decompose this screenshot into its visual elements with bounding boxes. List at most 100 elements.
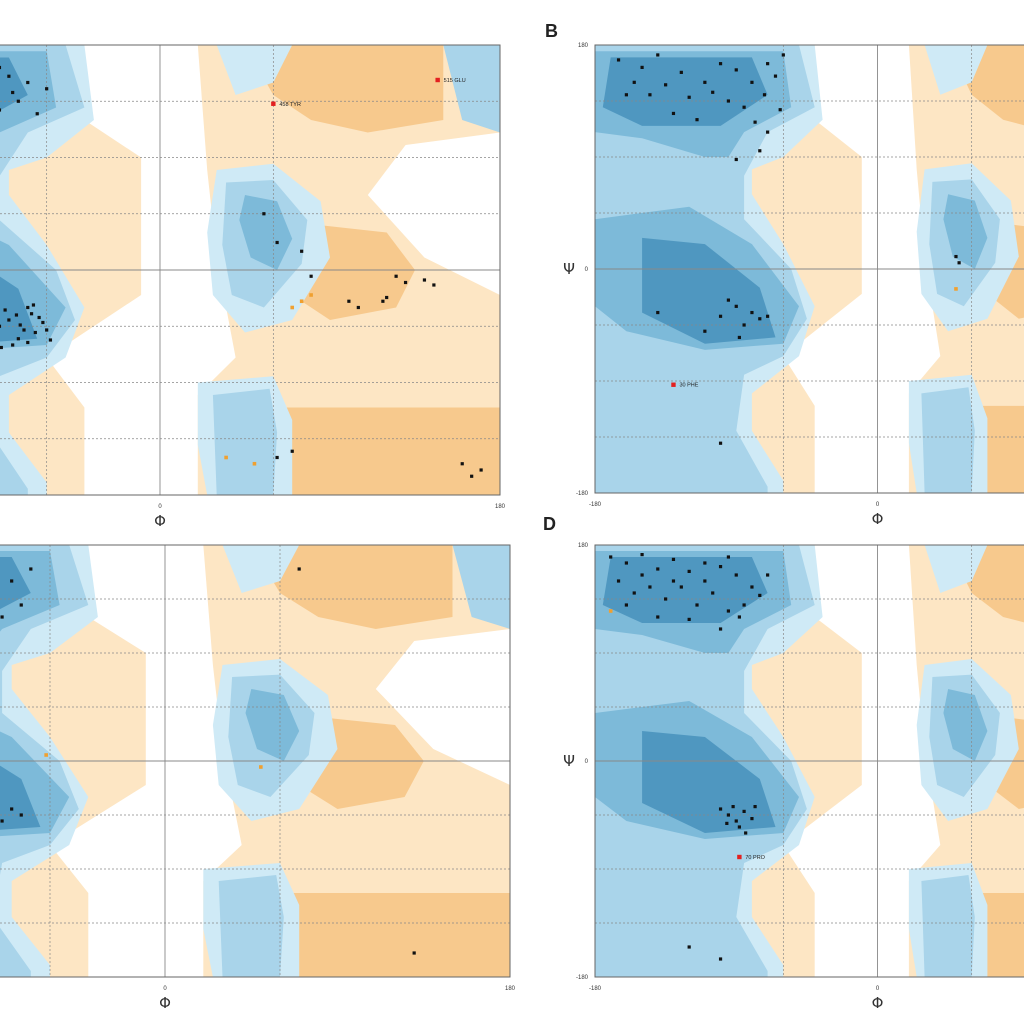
- general-residue-point: [734, 68, 738, 72]
- general-residue-point: [624, 603, 628, 607]
- allowed-region: [921, 387, 975, 493]
- general-residue-point: [679, 585, 683, 589]
- x-axis-label: Φ: [872, 994, 884, 1012]
- allowed-region: [0, 57, 28, 111]
- plot-frame: [594, 544, 1024, 978]
- general-residue-point: [640, 553, 644, 557]
- general-residue-point: [711, 90, 715, 94]
- allowed-residue-point: [44, 753, 48, 757]
- general-residue-point: [0, 615, 4, 619]
- general-residue-point: [726, 609, 731, 613]
- general-residue-point: [26, 305, 30, 310]
- general-residue-point: [703, 80, 707, 84]
- general-residue-point: [648, 585, 652, 589]
- general-residue-point: [624, 561, 628, 565]
- x-axis-label: Φ: [872, 510, 884, 528]
- outlier-label: 515 GLU: [444, 78, 466, 84]
- general-residue-point: [726, 555, 731, 559]
- general-residue-point: [22, 328, 26, 332]
- x-axis-label: Φ: [159, 994, 171, 1012]
- general-residue-point: [734, 819, 738, 823]
- x-tick-label: 180: [495, 504, 506, 510]
- general-residue-point: [0, 345, 3, 350]
- general-residue-point: [766, 314, 770, 318]
- general-residue-point: [718, 957, 723, 961]
- y-axis-label: Ψ: [563, 752, 575, 770]
- x-tick-label: 0: [876, 986, 880, 992]
- general-residue-point: [460, 462, 464, 466]
- general-residue-point: [656, 310, 660, 315]
- y-tick-label: 180: [578, 543, 589, 549]
- plot-frame: [0, 44, 501, 496]
- plot-frame: [594, 44, 1024, 494]
- general-residue-point: [37, 315, 41, 320]
- general-residue-point: [664, 597, 668, 601]
- general-residue-point: [45, 87, 49, 91]
- general-residue-point: [954, 254, 958, 259]
- general-residue-point: [394, 274, 398, 278]
- allowed-region: [452, 545, 510, 629]
- general-residue-point: [656, 53, 660, 57]
- general-residue-point: [718, 565, 723, 569]
- panel-letter: D: [543, 514, 556, 534]
- general-residue-point: [718, 627, 723, 631]
- ramachandran-panel: 458 TYR 515 GLU 0 180 Φ: [0, 44, 506, 530]
- general-residue-point: [957, 261, 961, 265]
- general-residue-point: [7, 318, 11, 322]
- general-residue-point: [16, 99, 20, 103]
- general-residue-point: [11, 343, 15, 347]
- general-residue-point: [16, 337, 20, 341]
- y-tick-label: -180: [576, 975, 589, 981]
- general-residue-point: [753, 120, 757, 124]
- x-tick-label: 0: [163, 986, 167, 992]
- general-residue-point: [742, 323, 746, 327]
- general-residue-point: [640, 573, 644, 577]
- general-residue-point: [616, 579, 621, 583]
- general-residue-point: [41, 320, 45, 325]
- allowed-region: [0, 765, 41, 830]
- general-residue-point: [766, 62, 770, 66]
- general-residue-point: [35, 112, 39, 116]
- allowed-region: [602, 57, 768, 126]
- general-residue-point: [773, 74, 778, 78]
- general-residue-point: [742, 603, 746, 607]
- general-residue-point: [758, 149, 762, 153]
- general-residue-point: [275, 455, 279, 460]
- allowed-residue-point: [259, 765, 263, 769]
- general-residue-point: [18, 323, 22, 327]
- points: 458 TYR 515 GLU: [0, 65, 483, 478]
- general-residue-point: [45, 328, 49, 332]
- grid: [595, 45, 1024, 493]
- general-residue-point: [616, 58, 621, 62]
- general-residue-point: [300, 249, 304, 253]
- general-residue-point: [609, 555, 613, 559]
- general-residue-point: [726, 298, 731, 302]
- general-residue-point: [10, 807, 14, 811]
- general-residue-point: [19, 603, 23, 607]
- general-residue-point: [703, 579, 707, 583]
- y-tick-label: 0: [585, 267, 589, 273]
- allowed-region: [251, 545, 453, 629]
- general-residue-point: [422, 278, 427, 282]
- general-residue-point: [26, 340, 30, 345]
- general-residue-point: [734, 157, 738, 162]
- general-residue-point: [11, 90, 15, 95]
- outlier-point: [271, 101, 276, 106]
- general-residue-point: [479, 468, 483, 472]
- general-residue-point: [726, 813, 731, 817]
- general-residue-point: [778, 108, 782, 112]
- allowed-region: [642, 731, 776, 833]
- general-residue-point: [381, 299, 385, 303]
- general-residue-point: [742, 809, 746, 813]
- general-residue-point: [687, 95, 691, 99]
- general-residue-point: [687, 569, 691, 573]
- general-residue-point: [624, 93, 628, 97]
- general-residue-point: [48, 338, 53, 342]
- points: 30 PHE: [616, 53, 961, 445]
- allowed-region: [642, 237, 776, 344]
- general-residue-point: [19, 813, 23, 817]
- general-residue-point: [753, 805, 757, 809]
- general-residue-point: [29, 567, 33, 571]
